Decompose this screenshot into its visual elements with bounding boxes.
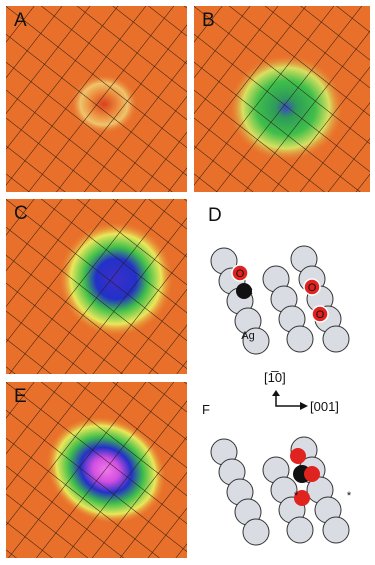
oxygen-atom (304, 466, 320, 482)
oxygen-atom (290, 448, 306, 464)
carbon-label: C (245, 286, 253, 298)
panel-label-b: B (202, 10, 215, 31)
silver-label: Ag (241, 330, 254, 342)
panel-d-schematic: D O C O O Ag (194, 199, 370, 369)
panel-b-stm-image: B (194, 6, 370, 192)
panel-label-d: D (208, 205, 222, 226)
oxygen-label: O (308, 282, 317, 294)
axis-label-vertical: [1̅0] (264, 370, 286, 385)
oxygen-atom (294, 490, 310, 506)
silver-atom (286, 516, 314, 544)
panel-e-stm-image: E (6, 382, 187, 558)
panel-c-stm-image: C (6, 199, 187, 374)
site-marker: * (294, 490, 299, 502)
oxygen-atom (231, 264, 249, 282)
oxygen-atom (303, 278, 321, 296)
panel-a-stm-image: A (6, 6, 187, 192)
axis-label-horizontal: [001] (310, 399, 339, 414)
silver-atom (242, 327, 270, 355)
panel-f-schematic: [1̅0] F [001] * * (194, 366, 370, 560)
oxygen-atom (311, 305, 329, 323)
carbon-atom (236, 283, 252, 299)
site-marker: * (347, 490, 352, 502)
silver-atom (286, 325, 314, 353)
panel-label-f: F (202, 402, 210, 417)
panel-label-c: C (14, 203, 28, 224)
silver-atom (322, 325, 350, 353)
oxygen-label: O (316, 309, 325, 321)
silver-atom (242, 518, 270, 546)
oxygen-label: O (236, 268, 245, 280)
panel-label-e: E (14, 386, 27, 407)
panel-label-a: A (14, 10, 27, 31)
silver-atom (322, 516, 350, 544)
